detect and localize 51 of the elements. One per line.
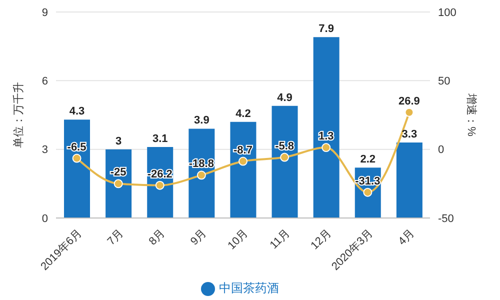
data-label: 7.9 (318, 23, 334, 36)
x-tick-label: 9月 (188, 227, 210, 248)
x-tick-label: 11月 (268, 227, 292, 252)
point (404, 108, 414, 117)
data-label: 2.2 (360, 154, 376, 166)
point (196, 170, 206, 180)
data-label: -6.5 (67, 141, 86, 154)
data-label: 4.9 (277, 92, 292, 104)
y2-tick-label: 50 (438, 76, 450, 88)
bar (230, 122, 256, 218)
data-label: -5.8 (275, 140, 294, 152)
x-tick-label: 4月 (396, 227, 417, 248)
y-tick-label: 9 (42, 6, 48, 19)
bar (396, 142, 422, 218)
y2-axis-title: 增速：% (465, 92, 478, 137)
data-label: 26.9 (398, 95, 420, 108)
bar (313, 37, 340, 218)
point (363, 188, 372, 197)
data-label: -18.8 (188, 158, 214, 170)
bar (64, 120, 90, 218)
legend-label: 中国茶药酒 (219, 281, 279, 295)
y-tick-label: 3 (42, 144, 48, 156)
x-tick-label: 7月 (105, 227, 126, 248)
data-label: -31.3 (355, 175, 380, 188)
x-tick-label: 10月 (226, 227, 251, 252)
bar (188, 128, 215, 218)
point (280, 152, 290, 162)
y-tick-label: 0 (42, 212, 48, 225)
data-label: -26.2 (147, 168, 172, 180)
point (155, 180, 164, 190)
data-label: 4.3 (69, 106, 85, 118)
y2-tick-label: 100 (438, 6, 456, 19)
data-label: 1.3 (318, 130, 334, 143)
data-label: 3 (115, 135, 122, 148)
x-tick-label: 8月 (146, 227, 168, 248)
y2-tick-label: -50 (438, 212, 454, 225)
y-axis-title: 单位：万千升 (12, 82, 25, 148)
data-label: -25 (110, 166, 126, 179)
point (114, 179, 123, 188)
data-label: 3.3 (402, 128, 418, 140)
data-label: -8.7 (234, 144, 252, 156)
x-tick-label: 12月 (308, 227, 334, 252)
bar (272, 106, 298, 218)
point (322, 143, 331, 152)
data-label: 3.1 (152, 133, 168, 146)
y-tick-label: 6 (42, 76, 48, 88)
y2-tick-label: 0 (438, 144, 444, 156)
point (72, 154, 82, 163)
data-label: 4.2 (236, 108, 251, 120)
point (238, 156, 248, 166)
data-label: 3.9 (194, 114, 210, 127)
